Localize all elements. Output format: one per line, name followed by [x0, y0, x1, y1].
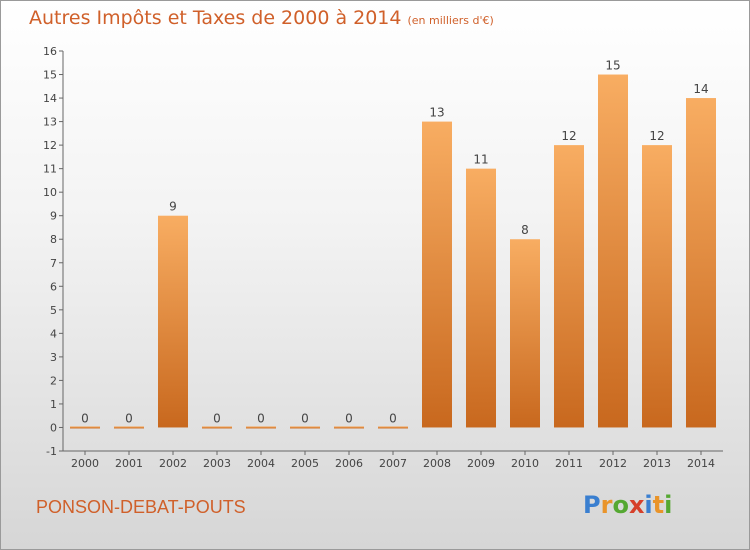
- data-label: 12: [649, 129, 664, 143]
- bar: [202, 426, 232, 429]
- data-label: 13: [429, 106, 444, 120]
- bar: [290, 426, 320, 429]
- x-tick-label: 2006: [335, 457, 363, 470]
- bar: [334, 426, 364, 429]
- x-tick-label: 2010: [511, 457, 539, 470]
- y-tick-label: 10: [43, 186, 57, 199]
- x-tick-label: 2004: [247, 457, 275, 470]
- y-tick-label: 2: [50, 374, 57, 387]
- bar: [466, 168, 496, 428]
- x-tick-label: 2005: [291, 457, 319, 470]
- brand-letter: r: [600, 491, 613, 519]
- y-tick-label: 8: [50, 233, 57, 246]
- x-tick-label: 2013: [643, 457, 671, 470]
- y-tick-label: 13: [43, 116, 57, 129]
- bar: [510, 239, 540, 428]
- y-tick-label: -1: [46, 445, 57, 458]
- chart-title-text: Autres Impôts et Taxes de 2000 à 2014: [29, 7, 402, 29]
- data-label: 9: [169, 200, 177, 214]
- y-tick-label: 16: [43, 45, 57, 58]
- y-tick-label: 14: [43, 92, 57, 105]
- chart-unit-note: (en milliers d'€): [407, 14, 494, 27]
- bar: [158, 215, 188, 428]
- y-tick-label: 4: [50, 327, 57, 340]
- y-tick-label: 5: [50, 304, 57, 317]
- brand-letter: i: [644, 491, 653, 519]
- data-label: 0: [213, 411, 221, 425]
- y-tick-label: 0: [50, 421, 57, 434]
- data-label: 14: [693, 82, 708, 96]
- bar: [70, 426, 100, 429]
- y-tick-label: 6: [50, 280, 57, 293]
- data-label: 8: [521, 223, 529, 237]
- bar: [114, 426, 144, 429]
- x-tick-label: 2008: [423, 457, 451, 470]
- x-tick-label: 2011: [555, 457, 583, 470]
- brand-letter: P: [583, 491, 601, 519]
- y-tick-label: 11: [43, 163, 57, 176]
- commune-name: PONSON-DEBAT-POUTS: [36, 497, 246, 517]
- x-tick-label: 2002: [159, 457, 187, 470]
- bar: [686, 98, 716, 428]
- data-label: 11: [473, 153, 488, 167]
- x-tick-label: 2014: [687, 457, 715, 470]
- x-tick-label: 2009: [467, 457, 495, 470]
- y-tick-label: 3: [50, 351, 57, 364]
- y-tick-label: 7: [50, 257, 57, 270]
- data-label: 0: [345, 411, 353, 425]
- brand-letter: o: [612, 491, 629, 519]
- y-tick-label: 9: [50, 210, 57, 223]
- data-label: 0: [389, 411, 397, 425]
- data-label: 0: [301, 411, 309, 425]
- brand-letter: x: [628, 491, 645, 519]
- x-tick-label: 2000: [71, 457, 99, 470]
- bar: [422, 121, 452, 428]
- brand-letter: i: [664, 491, 673, 519]
- x-tick-label: 2001: [115, 457, 143, 470]
- data-label: 15: [605, 59, 620, 73]
- bar: [642, 145, 672, 428]
- y-tick-label: 12: [43, 139, 57, 152]
- bar: [246, 426, 276, 429]
- data-label: 0: [257, 411, 265, 425]
- x-tick-label: 2012: [599, 457, 627, 470]
- data-label: 0: [125, 411, 133, 425]
- y-tick-label: 1: [50, 398, 57, 411]
- brand-logo: Proxiti: [583, 491, 672, 519]
- bar: [378, 426, 408, 429]
- chart-title: Autres Impôts et Taxes de 2000 à 2014 (en…: [29, 7, 494, 29]
- data-label: 0: [81, 411, 89, 425]
- x-tick-label: 2003: [203, 457, 231, 470]
- x-tick-label: 2007: [379, 457, 407, 470]
- bar: [554, 145, 584, 428]
- y-tick-label: 15: [43, 69, 57, 82]
- data-label: 12: [561, 129, 576, 143]
- bar: [598, 74, 628, 428]
- brand-letter: t: [652, 491, 665, 519]
